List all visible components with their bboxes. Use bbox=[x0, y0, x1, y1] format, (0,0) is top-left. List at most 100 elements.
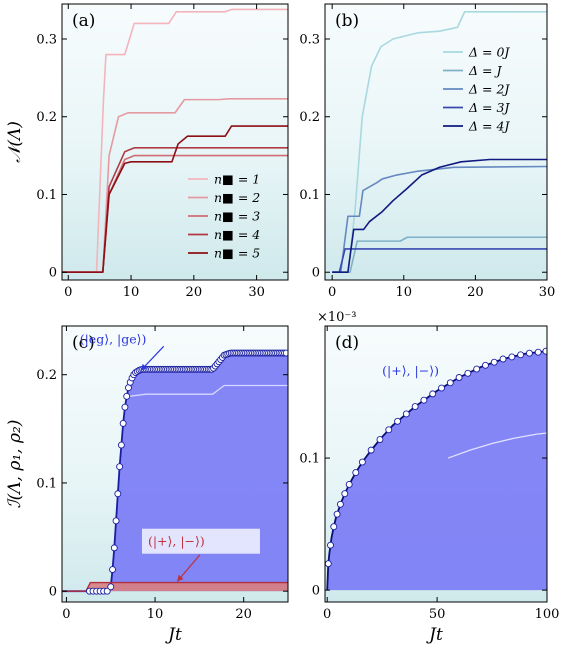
panel-c-frame bbox=[61, 325, 289, 603]
panel-d-marker bbox=[499, 355, 507, 363]
panel-d-marker bbox=[411, 403, 419, 411]
panel-b-label: (b) bbox=[335, 11, 359, 31]
panel-b-xtick-label: 30 bbox=[539, 285, 556, 300]
panel-c-marker bbox=[109, 566, 116, 573]
legend-entry: Δ = 2J bbox=[468, 82, 510, 97]
panel-a-frame bbox=[61, 3, 289, 281]
panel-d-marker bbox=[525, 349, 533, 357]
panel-d-marker bbox=[464, 369, 472, 377]
legend-entry: n■ = 2 bbox=[214, 190, 260, 205]
panel-d-marker bbox=[542, 347, 547, 355]
panel-b-frame bbox=[324, 3, 548, 281]
panel-c-marker bbox=[112, 517, 120, 525]
panel-c-series-2 bbox=[128, 384, 288, 397]
panel-d-marker bbox=[482, 361, 489, 369]
panel-d-marker bbox=[446, 379, 454, 387]
panel-d-xtick-label: 100 bbox=[535, 607, 560, 622]
panel-b-ytick-label: 0.3 bbox=[299, 32, 320, 47]
panel-b-xtick-label: 0 bbox=[328, 285, 336, 300]
panel-b-xtick-label: 10 bbox=[396, 285, 413, 300]
panel-d-marker bbox=[394, 417, 401, 425]
annotation-arrowhead bbox=[140, 363, 148, 371]
annotation-box bbox=[141, 528, 260, 554]
panel-b-ytick-label: 0.2 bbox=[299, 110, 320, 125]
panel-d-marker bbox=[367, 446, 375, 454]
panel-a-legend: n■ = 1 n■ = 2 n■ = 3 n■ = 4 n■ = 5 bbox=[188, 172, 260, 261]
panel-d-marker bbox=[333, 510, 341, 518]
legend-entry: n■ = 5 bbox=[214, 246, 260, 261]
panel-a-xtick-label: 0 bbox=[64, 285, 72, 300]
panel-d-marker bbox=[358, 458, 366, 466]
panel-d-xtick-label: 50 bbox=[429, 607, 446, 622]
panel-d-marker bbox=[455, 374, 463, 381]
panel-a-xtick-label: 30 bbox=[248, 285, 265, 300]
panel-d-marker bbox=[345, 481, 353, 488]
panel-b-legend: Δ = 0J Δ = J Δ = 2J Δ = 3J Δ = 4J bbox=[443, 45, 510, 134]
panel-d: 0 50 100 0 0.1 (d) Jt ×10⁻³ (|+⟩, |−⟩) bbox=[299, 310, 559, 645]
panel-c-marker bbox=[107, 583, 115, 591]
panel-d-marker bbox=[327, 541, 334, 549]
panel-d-marker bbox=[376, 436, 384, 444]
panel-d-xtick-label: 0 bbox=[323, 607, 331, 622]
panel-d-marker bbox=[473, 365, 481, 373]
panel-d-marker bbox=[341, 490, 349, 498]
panel-c-marker bbox=[116, 463, 124, 471]
panel-d-exponent-label: ×10⁻³ bbox=[317, 310, 357, 325]
panel-c-xtick-label: 0 bbox=[62, 607, 70, 622]
panel-d-marker bbox=[438, 384, 445, 392]
panel-c-ylabel: ℐ(Λ, ρ₁, ρ₂) bbox=[5, 420, 25, 509]
panel-a-ytick-label: 0 bbox=[49, 266, 57, 281]
panel-a-series-2 bbox=[62, 98, 288, 274]
panel-b-ytick-label: 0 bbox=[312, 266, 320, 281]
panel-a-xtick-label: 10 bbox=[123, 285, 140, 300]
panel-d-series-2 bbox=[447, 432, 547, 459]
panel-c-marker bbox=[110, 544, 118, 552]
panel-c-ytick-label: 0.2 bbox=[36, 368, 57, 383]
panel-a-series-5 bbox=[62, 125, 288, 274]
panel-c-marker bbox=[103, 587, 111, 595]
panel-c-red-band bbox=[62, 582, 288, 592]
panel-c-series-3 bbox=[62, 581, 288, 592]
panel-c-xtick-label: 20 bbox=[235, 607, 252, 622]
panel-a-label: (a) bbox=[72, 11, 95, 31]
panel-b-xtick-label: 20 bbox=[467, 285, 484, 300]
panel-b-series-5 bbox=[332, 158, 547, 274]
panel-a-background bbox=[62, 4, 288, 280]
legend-entry: Δ = 0J bbox=[468, 45, 510, 60]
panel-c-ytick-label: 0.1 bbox=[36, 476, 57, 491]
panel-c: 0 10 20 0 0.1 0.2 (c) ℐ(Λ, ρ₁, ρ₂) Jt (|eg⟩, … bbox=[5, 325, 289, 645]
panel-d-label: (d) bbox=[335, 333, 359, 353]
panel-c-xtick-label: 10 bbox=[147, 607, 164, 622]
panel-d-marker bbox=[402, 410, 410, 418]
panel-d-area bbox=[327, 351, 547, 591]
panel-a-ytick-label: 0.2 bbox=[36, 110, 57, 125]
panel-d-marker bbox=[352, 469, 360, 477]
panel-d-marker bbox=[385, 426, 393, 434]
panel-c-marker bbox=[123, 392, 131, 400]
panel-c-marker bbox=[121, 403, 129, 411]
panel-d-marker bbox=[429, 390, 437, 398]
annotation-arrowhead bbox=[177, 574, 184, 582]
panel-d-marker bbox=[508, 353, 516, 361]
panel-a-series-1 bbox=[62, 8, 288, 274]
panel-d-marker bbox=[517, 351, 525, 359]
panel-c-marker bbox=[114, 490, 122, 498]
panel-d-frame bbox=[324, 325, 548, 603]
panel-c-xlabel: Jt bbox=[165, 625, 182, 645]
panel-b-ytick-label: 0.1 bbox=[299, 188, 320, 203]
legend-entry: n■ = 4 bbox=[214, 227, 260, 242]
panel-a-xtick-label: 20 bbox=[186, 285, 203, 300]
panel-b-background bbox=[325, 4, 547, 280]
panel-a-ytick-label: 0.1 bbox=[36, 188, 57, 203]
panel-d-marker bbox=[420, 396, 428, 404]
annotation-label: (|eg⟩, |ge⟩) bbox=[80, 331, 147, 346]
panel-c-marker bbox=[119, 419, 127, 427]
legend-entry: Δ = J bbox=[468, 63, 502, 78]
panel-d-marker bbox=[336, 500, 344, 508]
legend-entry: n■ = 3 bbox=[214, 209, 260, 224]
panel-d-xlabel: Jt bbox=[426, 625, 443, 645]
panel-c-ytick-label: 0 bbox=[49, 585, 57, 600]
